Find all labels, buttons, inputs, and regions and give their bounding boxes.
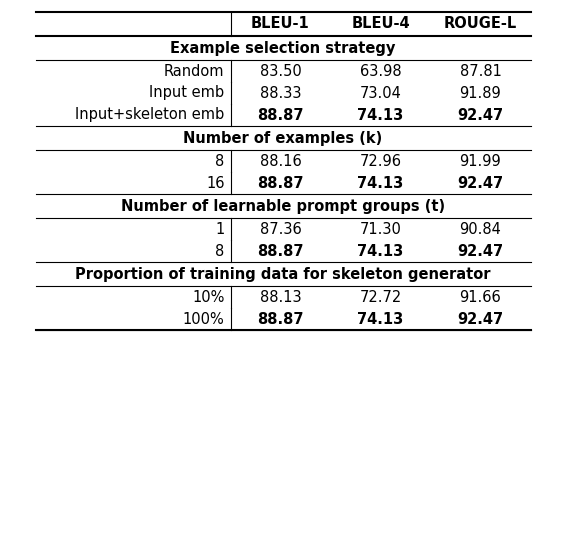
- Text: 8: 8: [215, 153, 225, 169]
- Text: 88.33: 88.33: [260, 85, 301, 100]
- Text: 74.13: 74.13: [357, 108, 404, 123]
- Text: ROUGE-L: ROUGE-L: [444, 17, 517, 31]
- Text: 91.99: 91.99: [460, 153, 501, 169]
- Text: 88.87: 88.87: [258, 243, 304, 258]
- Text: Random: Random: [164, 64, 225, 79]
- Text: 92.47: 92.47: [457, 243, 504, 258]
- Text: 88.13: 88.13: [260, 290, 301, 305]
- Text: 72.96: 72.96: [359, 153, 401, 169]
- Text: 88.87: 88.87: [258, 311, 304, 326]
- Text: 92.47: 92.47: [457, 108, 504, 123]
- Text: Input+skeleton emb: Input+skeleton emb: [75, 108, 225, 123]
- Text: 91.89: 91.89: [460, 85, 501, 100]
- Text: 73.04: 73.04: [359, 85, 401, 100]
- Text: 74.13: 74.13: [357, 176, 404, 190]
- Text: 87.36: 87.36: [260, 222, 301, 237]
- Text: 90.84: 90.84: [460, 222, 501, 237]
- Text: BLEU-4: BLEU-4: [351, 17, 410, 31]
- Text: 87.81: 87.81: [460, 64, 501, 79]
- Text: 8: 8: [215, 243, 225, 258]
- Text: 88.87: 88.87: [258, 108, 304, 123]
- Text: 88.16: 88.16: [260, 153, 301, 169]
- Text: BLEU-1: BLEU-1: [251, 17, 310, 31]
- Text: 71.30: 71.30: [359, 222, 401, 237]
- Text: 74.13: 74.13: [357, 311, 404, 326]
- Text: 72.72: 72.72: [359, 290, 402, 305]
- Text: Number of examples (k): Number of examples (k): [183, 131, 383, 146]
- Text: Example selection strategy: Example selection strategy: [170, 41, 396, 55]
- Text: Proportion of training data for skeleton generator: Proportion of training data for skeleton…: [75, 267, 491, 281]
- Text: 83.50: 83.50: [260, 64, 301, 79]
- Text: 100%: 100%: [183, 311, 225, 326]
- Text: Number of learnable prompt groups (t): Number of learnable prompt groups (t): [121, 199, 445, 214]
- Text: Input emb: Input emb: [149, 85, 225, 100]
- Text: 1: 1: [215, 222, 225, 237]
- Text: 63.98: 63.98: [359, 64, 401, 79]
- Text: 16: 16: [206, 176, 225, 190]
- Text: 92.47: 92.47: [457, 311, 504, 326]
- Text: 91.66: 91.66: [460, 290, 501, 305]
- Text: 92.47: 92.47: [457, 176, 504, 190]
- Text: 10%: 10%: [192, 290, 225, 305]
- Text: 74.13: 74.13: [357, 243, 404, 258]
- Text: 88.87: 88.87: [258, 176, 304, 190]
